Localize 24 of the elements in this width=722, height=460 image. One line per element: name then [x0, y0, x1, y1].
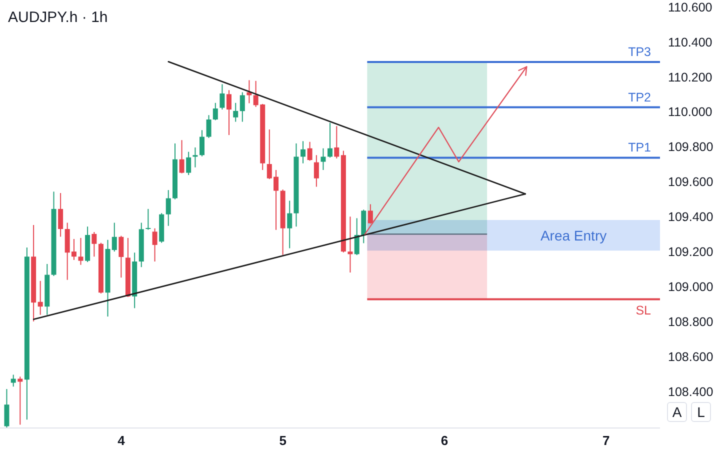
y-tick-label: 109.600: [668, 175, 714, 190]
y-tick-label: 108.400: [668, 384, 714, 399]
y-tick-label: 110.600: [668, 0, 712, 14]
ref-line-label: TP3: [628, 45, 652, 60]
text: AUDJPY.h · 1h: [8, 9, 108, 26]
y-tick-label: 110.400: [668, 35, 712, 50]
x-tick-label: 5: [279, 433, 286, 448]
y-tick-label: 109.800: [668, 140, 714, 154]
y-tick-label: 109.400: [668, 210, 714, 224]
x-tick-label: 4: [118, 433, 126, 448]
x-tick-label: 6: [440, 433, 448, 448]
scale-button: L: [691, 402, 711, 422]
y-tick-label: 109.200: [668, 244, 714, 259]
scale-button: A: [667, 402, 687, 422]
y-tick-label: 108.600: [668, 350, 714, 364]
y-tick-label: 109.000: [668, 280, 714, 294]
band-label: Area Entry: [540, 227, 607, 244]
y-tick-label: 110.200: [668, 70, 712, 84]
ref-line-label: SL: [636, 303, 652, 318]
ref-line-label: TP2: [628, 90, 652, 104]
ref-line-label: TP1: [628, 140, 652, 155]
y-tick-label: 110.000: [668, 105, 712, 120]
x-tick-label: 7: [602, 433, 610, 448]
y-tick-label: 108.800: [668, 314, 714, 329]
